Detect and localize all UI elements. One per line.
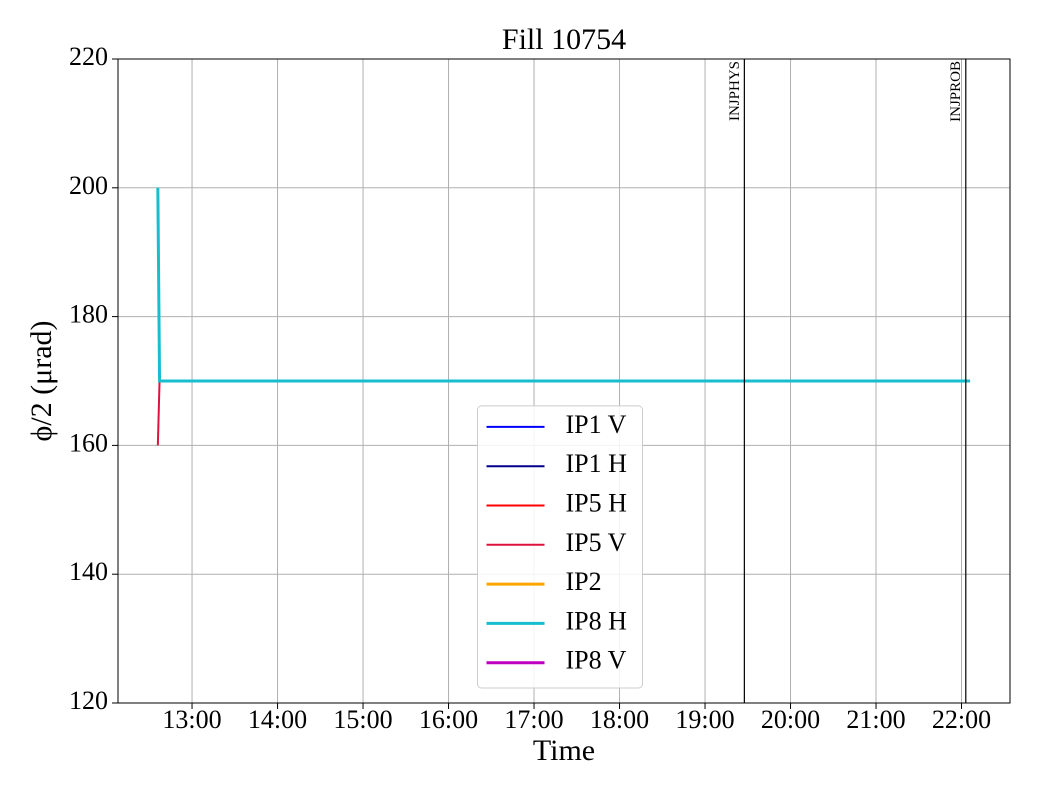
x-tick-label: 14:00 <box>248 705 307 734</box>
x-tick-label: 19:00 <box>675 705 734 734</box>
x-tick-label: 21:00 <box>846 705 905 734</box>
x-tick-label: 16:00 <box>419 705 478 734</box>
x-tick-label: 20:00 <box>761 705 820 734</box>
y-tick-label: 200 <box>69 171 108 200</box>
x-axis-label: Time <box>533 734 595 767</box>
legend-label: IP8 H <box>566 606 628 635</box>
y-tick-label: 160 <box>69 428 108 457</box>
y-axis-label: ϕ/2 (μrad) <box>25 321 58 442</box>
y-tick-label: 220 <box>69 42 108 71</box>
legend-label: IP2 <box>566 567 602 596</box>
y-tick-label: 120 <box>69 686 108 715</box>
series-line <box>156 187 971 383</box>
legend-label: IP5 H <box>566 488 628 517</box>
y-tick-label: 180 <box>69 300 108 329</box>
legend-label: IP8 V <box>566 646 627 675</box>
y-tick-label: 140 <box>69 557 108 586</box>
x-tick-label: 22:00 <box>932 705 991 734</box>
event-label: INJPROB <box>948 61 964 122</box>
legend-box <box>477 405 643 689</box>
x-tick-label: 13:00 <box>162 705 221 734</box>
chart-title: Fill 10754 <box>502 23 626 56</box>
x-tick-label: 17:00 <box>504 705 563 734</box>
legend: IP1 V IP1 H IP5 H IP5 V IP2 IP8 H IP8 V <box>477 405 643 689</box>
legend-label: IP1 V <box>566 410 627 439</box>
legend-label: IP1 H <box>566 449 628 478</box>
legend-label: IP5 V <box>566 528 627 557</box>
x-tick-label: 18:00 <box>590 705 649 734</box>
x-tick-label: 15:00 <box>333 705 392 734</box>
plot-frame <box>117 58 1011 704</box>
event-label: INJPHYS <box>727 61 743 121</box>
